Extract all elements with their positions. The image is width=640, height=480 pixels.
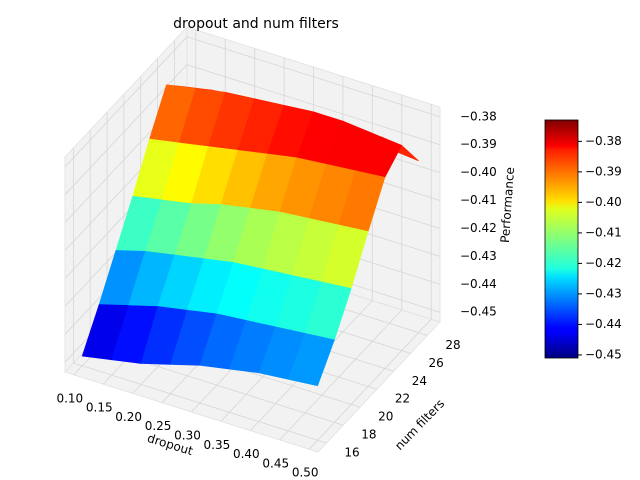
x-tick-label: 0.45 [262,456,289,470]
z-tick-label: −0.38 [460,109,497,123]
colorbar-tick-label: −0.40 [585,195,622,209]
z-tick-label: −0.45 [460,305,497,319]
y-tick-label: 18 [361,428,376,442]
colorbar-tick-label: −0.44 [585,317,622,331]
z-tick-label: −0.43 [460,249,497,263]
x-tick-label: 0.30 [174,429,201,443]
y-tick-label: 28 [445,338,460,352]
colorbar-tick-label: −0.41 [585,225,622,239]
colorbar-tick-label: −0.45 [585,347,622,361]
z-tick-label: −0.39 [460,137,497,151]
x-tick-label: 0.15 [86,401,113,415]
x-tick-label: 0.20 [115,410,142,424]
colorbar-tick-label: −0.39 [585,164,622,178]
grid-line [279,94,403,441]
x-tick-label: 0.40 [233,447,260,461]
z-tick-label: −0.42 [460,221,497,235]
labels: 0.100.150.200.250.300.350.400.450.50 1618… [56,109,496,479]
grid-line [64,64,441,195]
colorbar-tick-label: −0.38 [585,134,622,148]
y-tick-label: 22 [395,392,410,406]
colorbar-ticks: −0.45 −0.44 −0.43 −0.42 −0.41 −0.40 −0.39 −0.38 [578,134,622,361]
z-tick-label: −0.40 [460,165,497,179]
surface [81,84,419,387]
y-tick-label: 20 [378,410,393,424]
z-axis-label: Performance [498,167,517,244]
grid-line [73,148,327,444]
x-tick-label: 0.10 [56,391,83,405]
x-tick-label: 0.35 [204,438,231,452]
colorbar [544,119,579,359]
surface-patch [287,333,335,387]
y-tick-label: 26 [429,356,444,370]
z-tick-label: −0.44 [460,277,497,291]
chart-title: dropout and num filters [173,16,339,32]
colorbar-tick-label: −0.43 [585,286,622,300]
x-tick-label: 0.50 [292,466,319,480]
colorbar-tick-label: −0.42 [585,256,622,270]
grid-line [308,104,432,450]
y-tick-label: 24 [412,374,427,388]
x-tick-label: 0.25 [145,419,172,433]
y-tick-label: 16 [344,446,359,460]
z-tick-label: −0.41 [460,193,497,207]
grid-line [64,36,441,168]
